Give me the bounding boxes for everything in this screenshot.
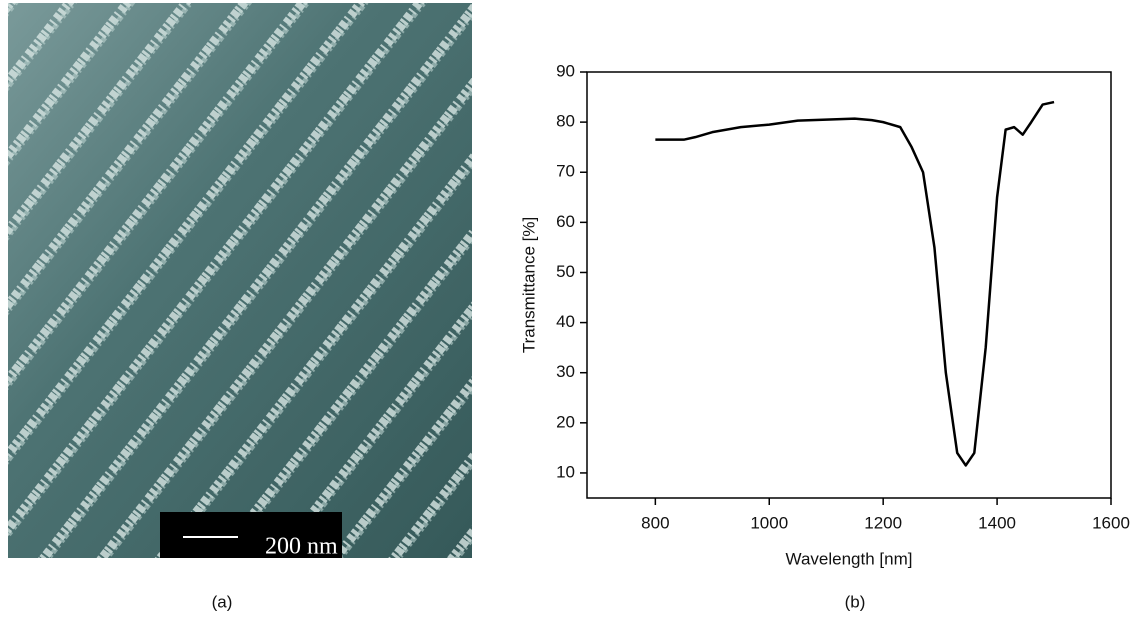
- x-tick-label: 800: [641, 513, 669, 532]
- panel-label: (a): [212, 592, 233, 611]
- x-tick-label: 1400: [978, 513, 1016, 532]
- scale-bar-label: 200 nm: [265, 534, 338, 560]
- y-tick-label: 40: [556, 312, 575, 331]
- y-tick-label: 20: [556, 412, 575, 431]
- y-axis-label: Transmittance [%]: [519, 217, 538, 353]
- y-tick-label: 90: [556, 61, 575, 80]
- x-tick-label: 1000: [750, 513, 788, 532]
- x-axis-label: Wavelength [nm]: [786, 549, 913, 568]
- y-tick-label: 10: [556, 462, 575, 481]
- y-tick-label: 50: [556, 262, 575, 281]
- x-tick-label: 1200: [864, 513, 902, 532]
- data-line: [655, 100, 1055, 467]
- x-tick-label: 1600: [1092, 513, 1130, 532]
- y-tick-label: 80: [556, 112, 575, 131]
- y-tick-label: 60: [556, 212, 575, 231]
- plot-frame: [586, 71, 1112, 499]
- y-tick-label: 70: [556, 162, 575, 181]
- y-tick-label: 30: [556, 362, 575, 381]
- scale-bar-box: [160, 512, 342, 558]
- micrograph: 200 nm: [8, 3, 472, 560]
- panel-label: (b): [845, 592, 866, 611]
